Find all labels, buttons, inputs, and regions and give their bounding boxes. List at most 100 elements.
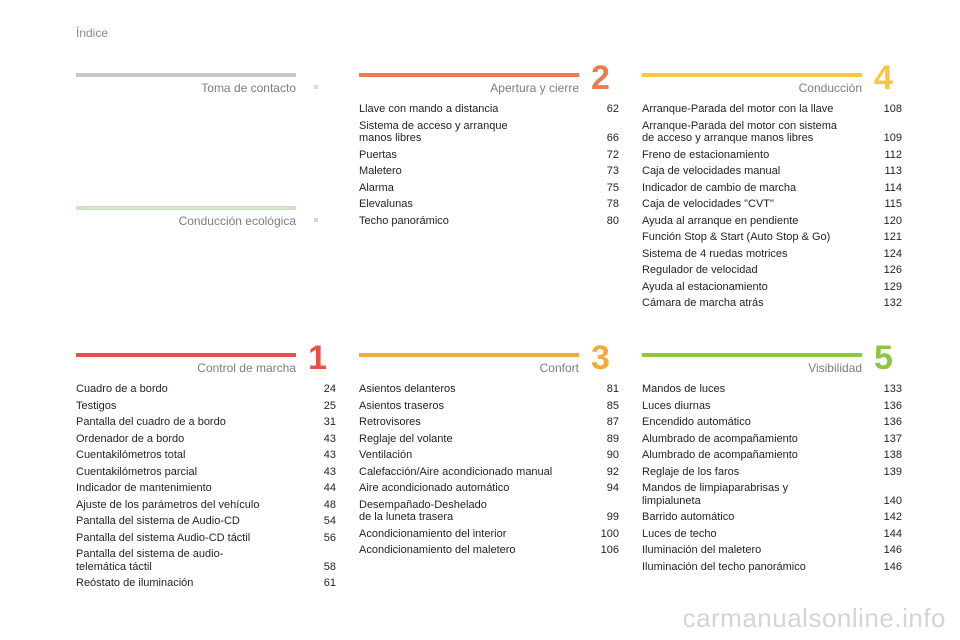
section-control-marcha: Control de marcha 1 Cuadro de a bordo 24 T… (76, 341, 336, 594)
index-entry[interactable]: Arranque-Parada del motor con la llave 10… (642, 103, 902, 116)
index-entry[interactable]: Reglaje del volante 89 (359, 433, 619, 446)
index-entry[interactable]: Alumbrado de acompañamiento 138 (642, 449, 902, 462)
entry-title: Encendido automático (642, 416, 751, 428)
index-entry[interactable]: Testigos 25 (76, 400, 336, 413)
index-entry[interactable]: Regulador de velocidad 126 (642, 264, 902, 277)
section-color-bar (359, 353, 579, 357)
entry-page: 121 (883, 231, 902, 243)
index-entry[interactable]: Ayuda al estacionamiento 129 (642, 281, 902, 294)
entry-page: 43 (323, 449, 336, 461)
index-entry[interactable]: Reglaje de los faros 139 (642, 466, 902, 479)
entry-page: 100 (600, 527, 619, 540)
index-entry[interactable]: Desempañado-Deshelado de la luneta trase… (359, 499, 619, 524)
index-entry[interactable]: Pantalla del sistema Audio-CD táctil 56 (76, 532, 336, 545)
entry-title: Reóstato de iluminación (76, 577, 194, 589)
index-entry[interactable]: Sistema de acceso y arranque manos libre… (359, 120, 619, 145)
entry-page: 48 (323, 498, 336, 511)
index-entry[interactable]: Cuentakilómetros total 43 (76, 449, 336, 462)
index-entry[interactable]: Caja de velocidades manual 113 (642, 165, 902, 178)
index-entry[interactable]: Retrovisores 87 (359, 416, 619, 429)
entry-page: 139 (883, 465, 902, 478)
index-entry[interactable]: Acondicionamiento del maletero 106 (359, 544, 619, 557)
index-entry[interactable]: Reóstato de iluminación 61 (76, 577, 336, 590)
entry-page: 132 (883, 297, 902, 309)
index-entry[interactable]: Llave con mando a distancia 62 (359, 103, 619, 116)
entry-list: Mandos de luces 133 Luces diurnas 136 Encend… (642, 383, 902, 573)
entry-page: 126 (883, 264, 902, 276)
entry-title: Acondicionamiento del interior (359, 527, 507, 540)
index-entry[interactable]: Arranque-Parada del motor con sistema de… (642, 120, 902, 145)
index-entry[interactable]: Puertas 72 (359, 149, 619, 162)
index-entry[interactable]: Encendido automático 136 (642, 416, 902, 429)
entry-page: 106 (600, 544, 619, 556)
index-entry[interactable]: Asientos delanteros 81 (359, 383, 619, 396)
section-number: 1 (308, 339, 327, 377)
index-entry[interactable]: Cuadro de a bordo 24 (76, 383, 336, 396)
section-number: 3 (591, 339, 610, 377)
section-number: 4 (874, 59, 893, 97)
entry-title: Indicador de mantenimiento (76, 482, 212, 494)
entry-page: 25 (323, 399, 336, 412)
index-entry[interactable]: Mandos de luces 133 (642, 383, 902, 396)
index-entry[interactable]: Ordenador de a bordo 43 (76, 433, 336, 446)
index-entry[interactable]: Iluminación del maletero 146 (642, 544, 902, 557)
entry-title: Reglaje de los faros (642, 465, 740, 478)
index-entry[interactable]: Barrido automático 142 (642, 511, 902, 524)
index-entry[interactable]: Luces diurnas 136 (642, 400, 902, 413)
entry-list: Cuadro de a bordo 24 Testigos 25 Pantalla de… (76, 383, 336, 590)
index-entry[interactable]: Freno de estacionamiento 112 (642, 149, 902, 162)
index-entry[interactable]: Pantalla del cuadro de a bordo 31 (76, 416, 336, 429)
section-color-bar (359, 73, 579, 77)
index-entry[interactable]: Mandos de limpiaparabrisas y limpialunet… (642, 482, 902, 507)
entry-title: Alarma (359, 181, 394, 194)
index-entry[interactable]: Indicador de cambio de marcha 114 (642, 182, 902, 195)
entry-title: Barrido automático (642, 511, 735, 523)
entry-title: Calefacción/Aire acondicionado manual (359, 465, 553, 478)
index-entry[interactable]: Sistema de 4 ruedas motrices 124 (642, 248, 902, 261)
entry-page: 92 (606, 465, 619, 478)
index-entry[interactable]: Caja de velocidades "CVT" 115 (642, 198, 902, 211)
index-entry[interactable]: Techo panorámico 80 (359, 215, 619, 228)
entry-page: 66 (606, 132, 619, 144)
entry-page: 94 (606, 482, 619, 494)
entry-page: 136 (883, 399, 902, 412)
index-entry[interactable]: Función Stop & Start (Auto Stop & Go) 121 (642, 231, 902, 244)
entry-title: Retrovisores (359, 416, 421, 428)
index-entry[interactable]: Cuentakilómetros parcial 43 (76, 466, 336, 479)
entry-title: Sistema de acceso y arranque manos libre… (359, 119, 508, 145)
entry-page: 124 (883, 247, 902, 260)
entry-page: 43 (323, 432, 336, 445)
entry-title: Arranque-Parada del motor con la llave (642, 103, 834, 115)
index-entry[interactable]: Aire acondicionado automático 94 (359, 482, 619, 495)
index-entry[interactable]: Iluminación del techo panorámico 146 (642, 561, 902, 574)
index-entry[interactable]: Pantalla del sistema de audio- telemátic… (76, 548, 336, 573)
entry-title: Luces diurnas (642, 399, 711, 412)
entry-title: Ajuste de los parámetros del vehículo (76, 498, 260, 511)
entry-page: 56 (323, 531, 336, 544)
index-entry[interactable]: Ajuste de los parámetros del vehículo 48 (76, 499, 336, 512)
index-entry[interactable]: Calefacción/Aire acondicionado manual 92 (359, 466, 619, 479)
entry-title: Caja de velocidades manual (642, 165, 781, 177)
index-entry[interactable]: Ventilación 90 (359, 449, 619, 462)
entry-title: Ayuda al arranque en pendiente (642, 214, 799, 227)
index-entry[interactable]: Indicador de mantenimiento 44 (76, 482, 336, 495)
index-entry[interactable]: Asientos traseros 85 (359, 400, 619, 413)
index-entry[interactable]: Ayuda al arranque en pendiente 120 (642, 215, 902, 228)
index-entry[interactable]: Cámara de marcha atrás 132 (642, 297, 902, 310)
index-entry[interactable]: Elevalunas 78 (359, 198, 619, 211)
index-entry[interactable]: Acondicionamiento del interior 100 (359, 528, 619, 541)
index-entry[interactable]: Pantalla del sistema de Audio-CD 54 (76, 515, 336, 528)
entry-page: 81 (606, 383, 619, 395)
index-entry[interactable]: Maletero 73 (359, 165, 619, 178)
entry-list: Llave con mando a distancia 62 Sistema de … (359, 103, 619, 227)
section-title: Conducción (798, 81, 862, 95)
index-entry[interactable]: Luces de techo 144 (642, 528, 902, 541)
entry-title: Acondicionamiento del maletero (359, 544, 516, 556)
section-apertura-cierre: Apertura y cierre 2 Llave con mando a di… (359, 61, 619, 231)
watermark: carmanualsonline.info (682, 603, 946, 633)
entry-list: Arranque-Parada del motor con la llave 10… (642, 103, 902, 310)
entry-title: Cuentakilómetros parcial (76, 465, 198, 478)
entry-title: Ordenador de a bordo (76, 432, 185, 445)
index-entry[interactable]: Alarma 75 (359, 182, 619, 195)
index-entry[interactable]: Alumbrado de acompañamiento 137 (642, 433, 902, 446)
